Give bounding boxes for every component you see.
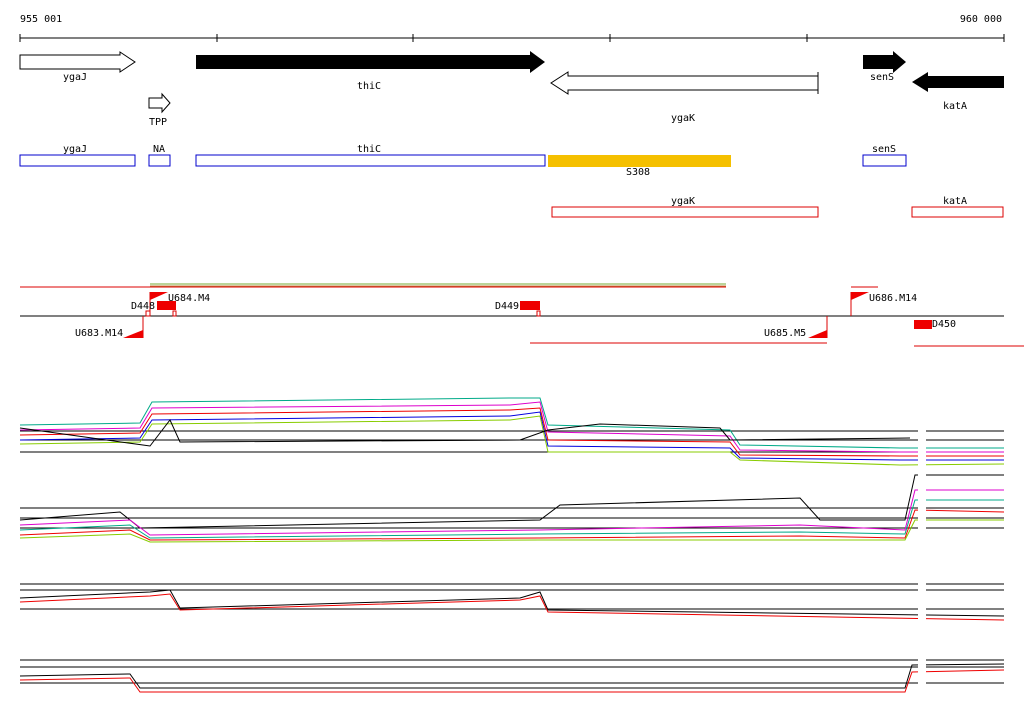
gene-label: ygaK [671,113,695,124]
marker-tick [536,310,541,317]
trace [19,397,1004,449]
trace [19,419,911,447]
marker-label: D448 [131,301,155,312]
trace [19,401,1004,453]
marker-label: U685.M5 [764,328,806,339]
marker-flag [150,292,168,300]
marker-label: U684.M4 [168,293,210,304]
blue-box [148,154,171,167]
marker-tick [145,310,151,317]
marker-box [914,320,932,329]
marker-label: U683.M14 [75,328,123,339]
trace [19,474,1004,529]
trace [19,519,1004,543]
trace [19,593,1005,621]
trace [19,509,1005,541]
trace [19,489,1004,536]
gene-label: senS [870,72,894,83]
trace [19,411,1004,461]
marker-flag [851,292,869,300]
blue-label: ygaJ [63,144,87,155]
marker-label: U686.M14 [869,293,917,304]
trace [19,589,1005,617]
gene-label: thiC [357,81,381,92]
yellow-box [548,155,731,167]
ruler [19,34,1005,42]
trace [19,663,1005,689]
red-box [551,206,819,218]
gene-arrow [863,51,906,73]
gene-label: TPP [149,117,167,128]
ruler-start: 955 001 [20,14,62,25]
red-label: ygaK [671,196,695,207]
blue-label: thiC [357,144,381,155]
marker-flag [123,330,143,338]
gene-label: katA [943,101,967,112]
marker-tick [172,310,177,317]
trace [19,669,1005,693]
gene-label: ygaJ [63,72,87,83]
marker-box [520,301,540,310]
gene-arrow [148,92,171,114]
blue-label: senS [872,144,896,155]
blue-box [195,154,546,167]
trace [19,415,1005,466]
blue-label: NA [153,144,165,155]
blue-box [19,154,136,167]
blue-box [862,154,907,167]
marker-flag [808,330,827,338]
red-box [911,206,1004,218]
gene-arrow [19,51,136,73]
gene-arrow [196,51,545,73]
gene-arrow [912,72,1004,92]
gap [918,380,926,710]
gene-arrow [550,71,819,95]
marker-box [157,301,176,310]
yellow-label: S308 [626,167,650,178]
trace [19,499,1004,539]
marker-label: D450 [932,319,956,330]
marker-label: D449 [495,301,519,312]
red-label: katA [943,196,967,207]
profile-band [19,397,1005,693]
ruler-end: 960 000 [960,14,1002,25]
trace [19,407,1004,457]
